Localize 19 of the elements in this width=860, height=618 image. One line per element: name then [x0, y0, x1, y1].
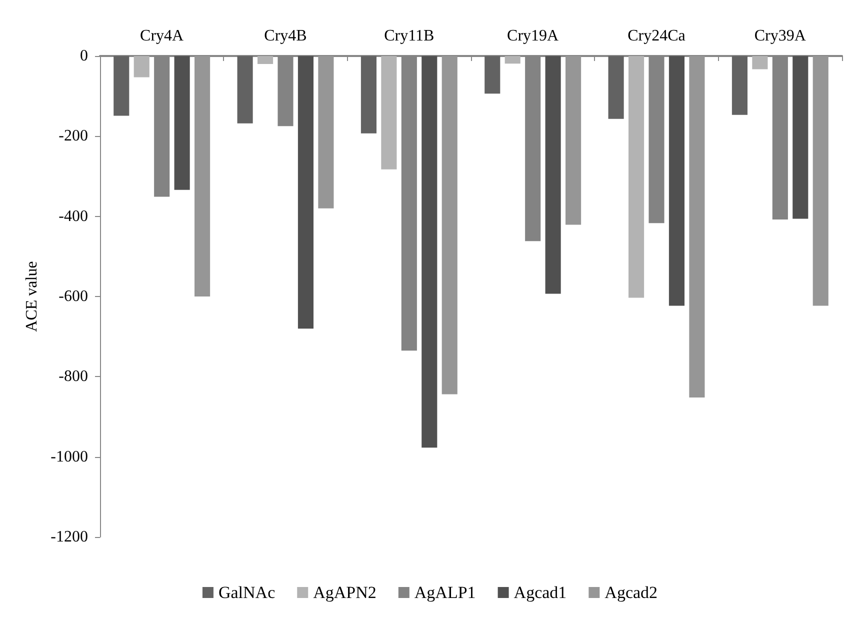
y-tick-label: -800 — [58, 368, 88, 386]
legend-label: Agcad1 — [514, 583, 567, 602]
legend-label: AgALP1 — [414, 583, 476, 602]
x-tick-label: Cry24Ca — [628, 28, 686, 44]
x-tick-label: Cry39A — [754, 28, 806, 44]
legend-label: AgAPN2 — [313, 583, 376, 602]
y-tick-label: -1200 — [50, 528, 88, 546]
x-tick-label: Cry19A — [507, 28, 560, 44]
y-tick-label: -1000 — [50, 448, 88, 466]
y-tick-label: -600 — [58, 288, 88, 305]
y-tick-label: -400 — [58, 208, 88, 225]
y-tick-label: 0 — [80, 48, 88, 64]
y-axis-title: ACE value — [23, 261, 40, 332]
x-tick-label: Cry4A — [140, 28, 184, 44]
legend-label: GalNAc — [218, 583, 276, 602]
legend-label: Agcad2 — [604, 583, 658, 602]
x-tick-label: Cry4B — [264, 28, 307, 44]
x-tick-label: Cry11B — [384, 28, 434, 44]
y-tick-label: -200 — [58, 128, 88, 145]
